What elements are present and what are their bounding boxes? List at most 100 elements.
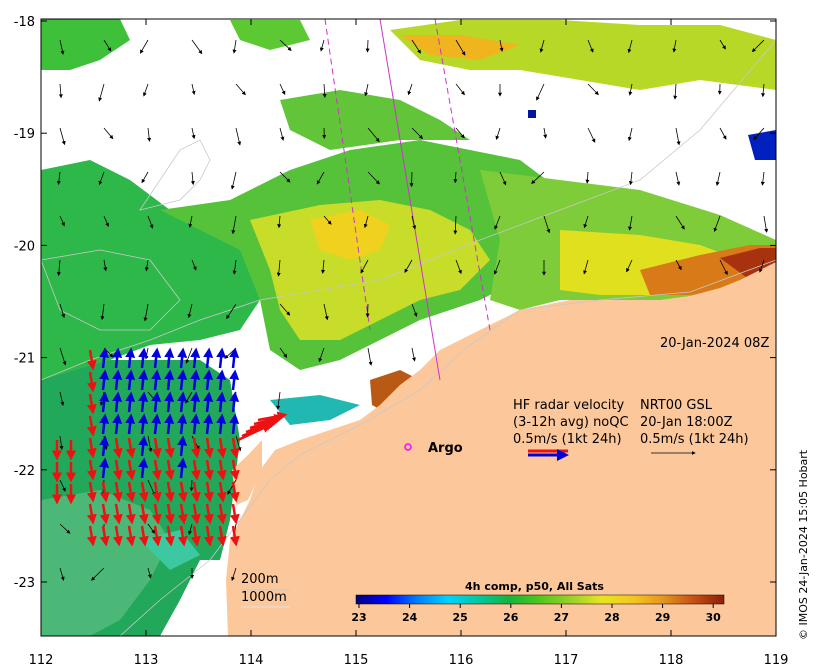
- y-tick-label: -23: [14, 576, 35, 591]
- current-arrow: [187, 303, 193, 319]
- credit-text: © IMOS 24-Jan-2024 15:05 Hobart: [797, 449, 810, 640]
- y-tick-label: -19: [14, 127, 35, 142]
- radar-arrow-red: [229, 437, 240, 459]
- current-arrow: [147, 567, 152, 579]
- current-arrow: [59, 303, 66, 319]
- radar-arrow-red: [125, 437, 136, 459]
- current-arrow: [493, 259, 501, 275]
- current-arrow: [719, 127, 727, 140]
- current-arrow: [316, 171, 325, 185]
- current-arrow: [763, 215, 769, 233]
- current-arrow: [411, 215, 417, 230]
- radar-arrow-red: [86, 393, 97, 415]
- current-arrow: [235, 127, 242, 146]
- x-tick-label: 115: [344, 653, 369, 668]
- current-arrow: [191, 127, 196, 140]
- colorbar-tick-label: 27: [554, 611, 569, 624]
- current-arrow: [277, 215, 282, 229]
- colorbar-bar: [355, 594, 725, 605]
- radar-arrow-red: [190, 481, 201, 503]
- radar-arrow-red: [86, 525, 97, 547]
- radar-arrow-blue: [216, 369, 227, 391]
- radar-arrow-red: [164, 459, 175, 481]
- radar-arrow-blue: [229, 391, 240, 413]
- radar-arrow-blue: [229, 347, 240, 369]
- current-arrow: [226, 303, 237, 320]
- radar-arrow-blue: [99, 457, 110, 479]
- radar-arrow-red: [177, 525, 188, 547]
- x-tick-label: 117: [554, 653, 579, 668]
- radar-arrow-blue: [164, 391, 175, 413]
- current-arrow: [143, 303, 149, 322]
- current-arrow: [628, 215, 633, 231]
- current-arrow: [675, 215, 685, 230]
- current-arrow: [321, 259, 326, 274]
- sst-yellow-center: [250, 200, 490, 340]
- current-arrow: [587, 83, 599, 96]
- current-arrow: [56, 259, 61, 277]
- y-tick-label: -21: [14, 352, 35, 367]
- current-arrow: [627, 127, 633, 142]
- radar-arrow-blue: [229, 369, 240, 391]
- y-tick-label: -22: [14, 464, 35, 479]
- radar-arrow-red: [86, 459, 97, 481]
- radar-arrow-red: [164, 437, 175, 459]
- current-arrow: [103, 127, 114, 140]
- current-arrow: [543, 215, 551, 234]
- sst-green-west: [41, 160, 260, 380]
- current-arrow: [189, 479, 194, 492]
- current-arrow: [322, 83, 327, 98]
- current-arrow: [59, 39, 65, 55]
- current-arrow: [276, 391, 281, 410]
- radar-arrow-blue: [99, 413, 110, 435]
- radar-arrow-blue: [216, 413, 227, 435]
- current-arrow: [499, 171, 507, 186]
- radar-arrow-red: [229, 459, 240, 481]
- radar-arrow-blue: [177, 457, 188, 479]
- current-arrow: [360, 259, 369, 274]
- current-arrow: [753, 127, 765, 141]
- radar-arrow-blue: [99, 347, 110, 369]
- sst-green-north2: [230, 20, 310, 50]
- radar-arrow-blue: [138, 413, 149, 435]
- current-arrow: [411, 303, 418, 317]
- radar-arrow-blue: [125, 369, 136, 391]
- radar-arrow-blue: [190, 369, 201, 391]
- radar-arrow-red: [216, 481, 227, 503]
- radar-arrow-blue: [177, 369, 188, 391]
- current-arrow: [103, 215, 109, 227]
- radar-arrow-blue: [151, 369, 162, 391]
- current-arrow: [453, 215, 458, 235]
- legend-line2-left: (3-12h avg) noQC: [513, 415, 629, 430]
- radar-arrow-red: [151, 481, 162, 503]
- x-tick-label: 113: [134, 653, 159, 668]
- radar-arrow-red: [99, 503, 110, 525]
- current-arrow: [232, 39, 237, 54]
- current-arrow: [409, 171, 414, 188]
- radar-arrow-red: [190, 437, 201, 459]
- radar-arrow-red: [203, 481, 214, 503]
- sst-green-north: [41, 19, 130, 70]
- current-arrow: [147, 127, 152, 142]
- current-arrow: [58, 83, 63, 99]
- current-arrow: [190, 171, 195, 186]
- current-arrow: [279, 127, 285, 141]
- legend-line2-right: 20-Jan 18:00Z: [640, 415, 733, 430]
- current-arrow: [367, 347, 373, 366]
- radar-arrow-red: [177, 503, 188, 525]
- colorbar-tick-label: 23: [351, 611, 366, 624]
- current-arrow: [188, 215, 193, 228]
- radar-arrow-blue: [112, 413, 123, 435]
- argo-marker: [404, 443, 412, 451]
- radar-arrow-blue: [164, 369, 175, 391]
- radar-arrow-red: [86, 415, 97, 437]
- sst-yellow-north: [390, 20, 776, 90]
- radar-arrow-red: [125, 525, 136, 547]
- current-arrow: [279, 83, 286, 96]
- radar-arrow-blue: [164, 347, 175, 369]
- current-arrow: [279, 303, 291, 316]
- current-arrow: [539, 39, 545, 53]
- radar-arrow-blue: [203, 391, 214, 413]
- current-arrow: [494, 215, 501, 230]
- radar-arrow-blue: [125, 347, 136, 369]
